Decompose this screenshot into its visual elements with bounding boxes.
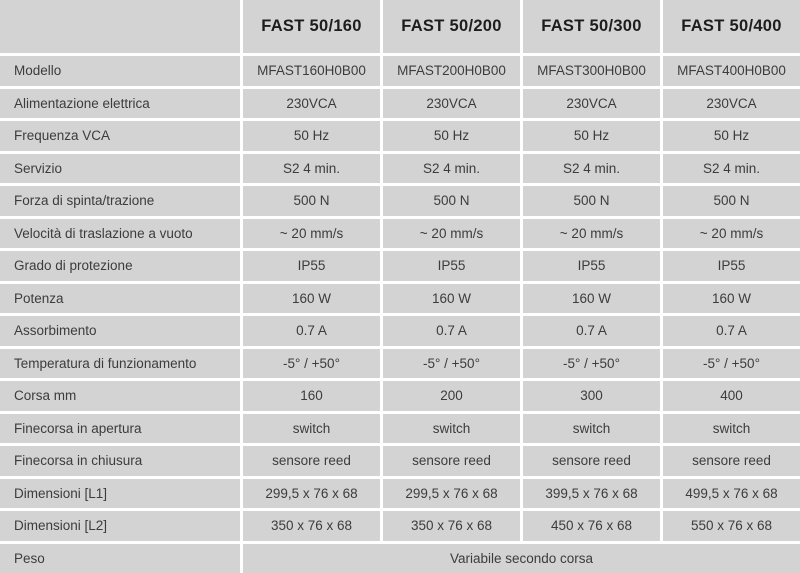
row-label: Finecorsa in apertura <box>0 413 240 443</box>
spec-value: switch <box>523 413 660 443</box>
spec-value: 300 <box>523 381 660 411</box>
spec-value: 50 Hz <box>243 121 380 151</box>
spec-value: switch <box>243 413 380 443</box>
row-label: Assorbimento <box>0 316 240 346</box>
spec-value: 399,5 x 76 x 68 <box>523 478 660 508</box>
spec-value: 50 Hz <box>663 121 800 151</box>
column-header: FAST 50/400 <box>663 0 800 53</box>
spec-value: S2 4 min. <box>243 153 380 183</box>
spec-value: 0.7 A <box>383 316 520 346</box>
spec-value: -5° / +50° <box>663 348 800 378</box>
spec-value: 160 W <box>243 283 380 313</box>
spec-value: S2 4 min. <box>523 153 660 183</box>
spec-value: S2 4 min. <box>663 153 800 183</box>
row-label: Potenza <box>0 283 240 313</box>
spec-value: 499,5 x 76 x 68 <box>663 478 800 508</box>
spec-value: 450 x 76 x 68 <box>523 511 660 541</box>
spec-value: IP55 <box>383 251 520 281</box>
row-label: Grado di protezione <box>0 251 240 281</box>
spec-value: 350 x 76 x 68 <box>243 511 380 541</box>
spec-value: MFAST200H0B00 <box>383 56 520 86</box>
spec-value: sensore reed <box>243 446 380 476</box>
row-label: Servizio <box>0 153 240 183</box>
spec-value: MFAST160H0B00 <box>243 56 380 86</box>
spec-value: -5° / +50° <box>383 348 520 378</box>
corner-cell <box>0 0 240 53</box>
spec-value: 0.7 A <box>243 316 380 346</box>
spec-value: 299,5 x 76 x 68 <box>243 478 380 508</box>
row-label: Velocità di traslazione a vuoto <box>0 218 240 248</box>
spec-value: 500 N <box>243 186 380 216</box>
spec-value: MFAST400H0B00 <box>663 56 800 86</box>
spec-value: sensore reed <box>523 446 660 476</box>
spec-value: sensore reed <box>383 446 520 476</box>
spec-value: switch <box>383 413 520 443</box>
spec-value: 299,5 x 76 x 68 <box>383 478 520 508</box>
spec-value: 350 x 76 x 68 <box>383 511 520 541</box>
spec-value: ~ 20 mm/s <box>523 218 660 248</box>
spec-value: 500 N <box>523 186 660 216</box>
spec-value: ~ 20 mm/s <box>663 218 800 248</box>
spec-value: ~ 20 mm/s <box>243 218 380 248</box>
row-label: Corsa mm <box>0 381 240 411</box>
spec-value: ~ 20 mm/s <box>383 218 520 248</box>
spec-value: 230VCA <box>523 88 660 118</box>
spec-value: 160 <box>243 381 380 411</box>
spec-value: 230VCA <box>243 88 380 118</box>
spec-value: IP55 <box>243 251 380 281</box>
spec-value: 200 <box>383 381 520 411</box>
row-label: Temperatura di funzionamento <box>0 348 240 378</box>
row-label: Finecorsa in chiusura <box>0 446 240 476</box>
spec-value: 160 W <box>383 283 520 313</box>
row-label: Forza di spinta/trazione <box>0 186 240 216</box>
spec-value: 50 Hz <box>383 121 520 151</box>
spec-value: S2 4 min. <box>383 153 520 183</box>
row-label: Peso <box>0 543 240 573</box>
spec-value: IP55 <box>663 251 800 281</box>
row-label: Dimensioni [L1] <box>0 478 240 508</box>
spec-value: 230VCA <box>383 88 520 118</box>
column-header: FAST 50/200 <box>383 0 520 53</box>
spec-value: 550 x 76 x 68 <box>663 511 800 541</box>
spec-value: sensore reed <box>663 446 800 476</box>
spec-value: -5° / +50° <box>523 348 660 378</box>
spec-value: 500 N <box>383 186 520 216</box>
spec-value: 230VCA <box>663 88 800 118</box>
spec-value: 50 Hz <box>523 121 660 151</box>
spec-value: 0.7 A <box>523 316 660 346</box>
spec-value: 400 <box>663 381 800 411</box>
spec-value: MFAST300H0B00 <box>523 56 660 86</box>
spec-value: 0.7 A <box>663 316 800 346</box>
row-label: Dimensioni [L2] <box>0 511 240 541</box>
column-header: FAST 50/300 <box>523 0 660 53</box>
spec-value-span: Variabile secondo corsa <box>243 543 800 573</box>
row-label: Alimentazione elettrica <box>0 88 240 118</box>
spec-value: 160 W <box>663 283 800 313</box>
spec-value: -5° / +50° <box>243 348 380 378</box>
row-label: Frequenza VCA <box>0 121 240 151</box>
spec-value: IP55 <box>523 251 660 281</box>
row-label: Modello <box>0 56 240 86</box>
column-header: FAST 50/160 <box>243 0 380 53</box>
spec-value: 160 W <box>523 283 660 313</box>
spec-value: switch <box>663 413 800 443</box>
spec-value: 500 N <box>663 186 800 216</box>
